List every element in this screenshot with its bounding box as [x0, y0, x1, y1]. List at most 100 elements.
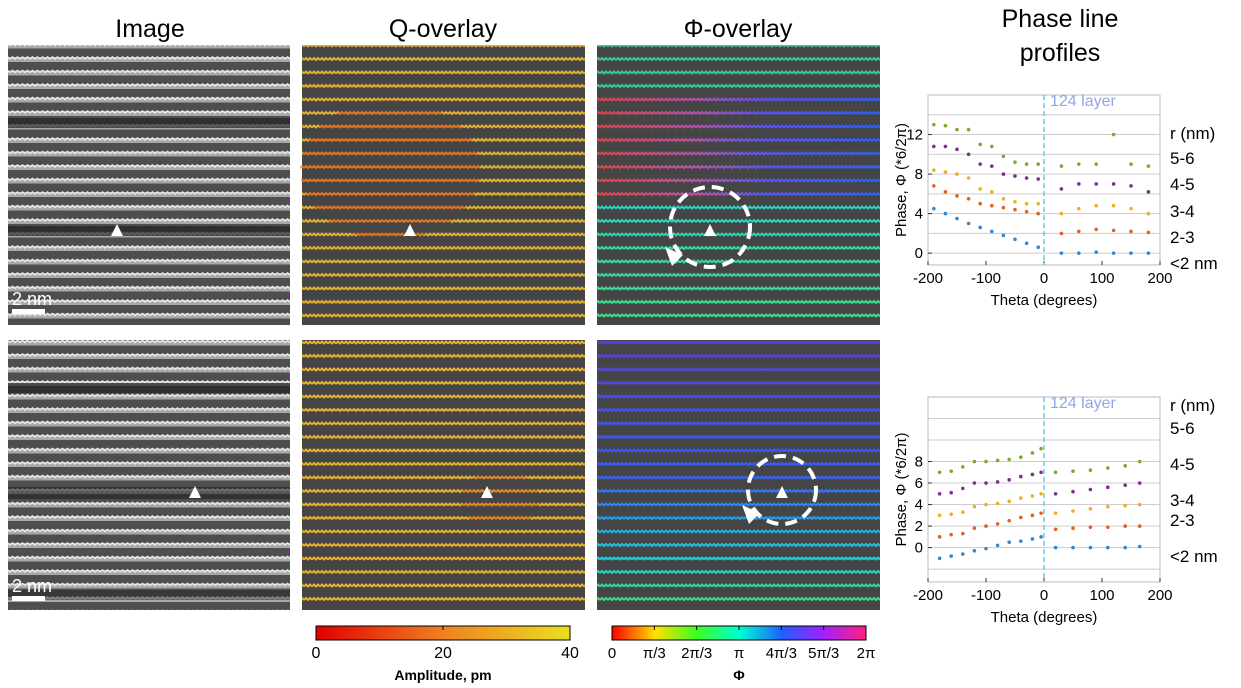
y-tick-label: 4: [915, 206, 923, 223]
data-point: [943, 190, 948, 194]
data-point: [1146, 230, 1151, 235]
data-point: [961, 552, 965, 556]
legend-label: 4-5: [1170, 175, 1195, 194]
data-point: [995, 543, 1000, 548]
data-point: [1129, 229, 1133, 234]
data-point: [1019, 455, 1023, 460]
data-point: [1123, 524, 1127, 528]
data-point: [1039, 446, 1043, 451]
data-point: [943, 123, 948, 128]
legend-label: 5-6: [1170, 419, 1195, 438]
data-point: [1088, 525, 1093, 529]
data-point: [1111, 182, 1116, 186]
data-point: [1137, 459, 1142, 464]
data-point: [1024, 162, 1029, 166]
scale-bar: [12, 596, 45, 601]
data-point: [949, 532, 953, 537]
data-point: [1013, 237, 1017, 242]
data-point: [1019, 515, 1023, 520]
data-point: [943, 144, 948, 149]
colorbar-tick-label: 2π/3: [681, 645, 712, 662]
y-tick-label: 6: [915, 475, 923, 492]
data-point: [1129, 162, 1133, 166]
q-overlay-image: [300, 45, 585, 610]
data-point: [1088, 468, 1093, 472]
data-point: [1024, 176, 1029, 180]
data-point: [1088, 487, 1093, 492]
data-point: [1077, 182, 1081, 186]
data-point: [1137, 544, 1142, 549]
data-point: [932, 206, 936, 211]
data-point: [1094, 227, 1098, 232]
data-point: [961, 531, 965, 536]
data-point: [1013, 160, 1017, 165]
data-point: [1059, 164, 1064, 168]
data-point: [1111, 132, 1116, 137]
y-tick-label: 8: [915, 454, 923, 471]
colorbar-label: Amplitude, pm: [394, 667, 491, 683]
data-point: [1111, 203, 1116, 208]
data-point: [984, 502, 988, 507]
data-point: [1129, 206, 1133, 211]
y-tick-label: 2: [915, 518, 923, 535]
data-point: [1036, 177, 1040, 181]
data-point: [990, 203, 994, 208]
data-point: [1146, 251, 1151, 255]
data-point: [1123, 483, 1127, 487]
data-point: [1129, 251, 1133, 255]
data-point: [995, 501, 1000, 506]
annotation: 124 layer: [1050, 395, 1116, 412]
colorbar-tick-label: 20: [434, 645, 452, 662]
data-point: [1088, 507, 1093, 511]
data-point: [972, 526, 977, 531]
data-point: [1024, 209, 1029, 214]
legend-label: 3-4: [1170, 491, 1195, 510]
data-point: [990, 144, 994, 149]
data-point: [955, 216, 959, 221]
data-point: [1059, 211, 1064, 216]
x-tick-label: 100: [1089, 587, 1114, 604]
data-point: [1123, 503, 1127, 508]
data-point: [1094, 203, 1098, 208]
stem-image: [8, 45, 290, 610]
data-point: [1111, 228, 1116, 233]
data-point: [972, 481, 977, 485]
data-point: [1077, 162, 1081, 166]
data-point: [978, 201, 982, 206]
data-point: [937, 492, 942, 496]
scale-bar: [12, 309, 45, 314]
data-point: [1094, 182, 1098, 186]
data-point: [995, 458, 1000, 463]
data-point: [1013, 199, 1017, 204]
data-point: [1001, 154, 1006, 159]
data-point: [937, 556, 942, 561]
data-point: [949, 469, 953, 474]
data-point: [1123, 464, 1127, 468]
data-point: [961, 486, 965, 491]
annotation: 124 layer: [1050, 93, 1116, 110]
colorbar-tick-label: π: [734, 645, 744, 662]
data-point: [1036, 201, 1040, 206]
data-point: [955, 147, 959, 152]
x-axis-label: Theta (degrees): [991, 292, 1098, 309]
data-point: [1053, 527, 1058, 532]
data-point: [1036, 211, 1040, 216]
data-point: [961, 465, 965, 469]
data-point: [937, 470, 942, 475]
legend-label: 3-4: [1170, 202, 1195, 221]
x-tick-label: -200: [913, 270, 943, 287]
data-point: [966, 221, 971, 226]
data-point: [937, 513, 942, 518]
data-point: [966, 152, 971, 157]
data-point: [1007, 518, 1011, 523]
data-point: [1013, 207, 1017, 212]
data-point: [1059, 187, 1064, 191]
data-point: [955, 194, 959, 198]
data-point: [1071, 489, 1075, 494]
data-point: [1106, 504, 1110, 509]
data-point: [1111, 251, 1116, 255]
data-point: [1024, 241, 1029, 246]
data-point: [1007, 540, 1011, 545]
legend-label: 4-5: [1170, 455, 1195, 474]
data-point: [1007, 478, 1011, 482]
